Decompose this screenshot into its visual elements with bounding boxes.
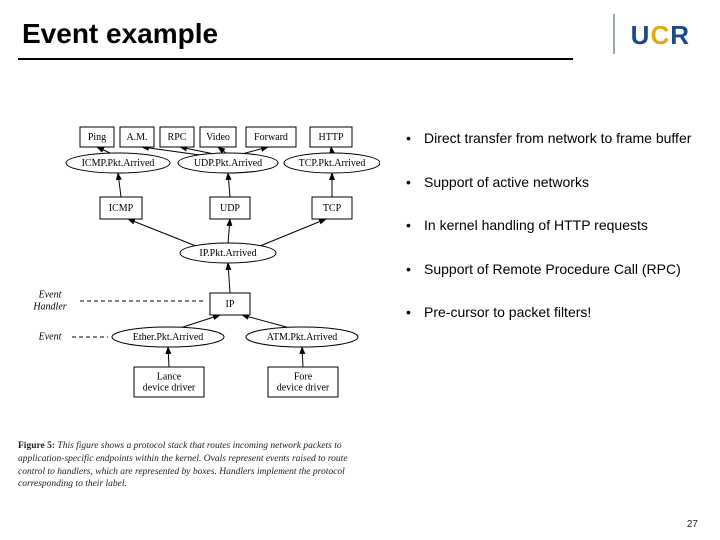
svg-text:Ether.Pkt.Arrived: Ether.Pkt.Arrived [133, 332, 204, 343]
figure-label: Figure 5: [18, 441, 55, 451]
page-title: Event example [22, 18, 218, 50]
svg-text:A.M.: A.M. [126, 132, 147, 143]
svg-text:Event: Event [38, 289, 62, 300]
list-item: Pre-cursor to packet filters! [400, 304, 700, 322]
logo-u: U [631, 20, 651, 50]
svg-text:ATM.Pkt.Arrived: ATM.Pkt.Arrived [267, 332, 338, 343]
svg-text:device driver: device driver [143, 382, 196, 393]
figure-caption: Figure 5: This figure shows a protocol s… [18, 440, 373, 491]
svg-text:Forward: Forward [254, 132, 288, 143]
list-item: Support of Remote Procedure Call (RPC) [400, 261, 700, 279]
svg-text:Lance: Lance [157, 371, 182, 382]
svg-text:ICMP.Pkt.Arrived: ICMP.Pkt.Arrived [82, 158, 155, 169]
svg-text:RPC: RPC [168, 132, 187, 143]
svg-text:ICMP: ICMP [109, 203, 134, 214]
svg-text:Event: Event [38, 331, 62, 342]
page-number: 27 [687, 519, 698, 530]
logo-c: C [650, 20, 670, 50]
svg-text:Ping: Ping [88, 132, 106, 143]
figure-caption-text: This figure shows a protocol stack that … [18, 441, 348, 489]
svg-text:UDP: UDP [220, 203, 240, 214]
svg-text:Fore: Fore [294, 371, 313, 382]
svg-text:IP: IP [226, 299, 235, 310]
list-item: Direct transfer from network to frame bu… [400, 130, 700, 148]
title-underline [18, 58, 573, 60]
svg-text:Video: Video [206, 132, 230, 143]
ucr-logo: UCR [631, 20, 690, 51]
list-item: Support of active networks [400, 174, 700, 192]
list-item: In kernel handling of HTTP requests [400, 217, 700, 235]
protocol-stack-diagram: Ping A.M. RPC Video Forward HTTP ICMP.Pkt.Arri… [20, 95, 380, 455]
logo-r: R [670, 20, 690, 50]
svg-text:device driver: device driver [277, 382, 330, 393]
svg-text:IP.Pkt.Arrived: IP.Pkt.Arrived [199, 248, 256, 259]
bullet-list: Direct transfer from network to frame bu… [400, 130, 700, 348]
svg-text:HTTP: HTTP [319, 132, 344, 143]
svg-text:TCP.Pkt.Arrived: TCP.Pkt.Arrived [299, 158, 366, 169]
logo-separator [613, 14, 615, 54]
svg-text:TCP: TCP [323, 203, 342, 214]
svg-text:UDP.Pkt.Arrived: UDP.Pkt.Arrived [194, 158, 262, 169]
svg-text:Handler: Handler [32, 301, 66, 312]
